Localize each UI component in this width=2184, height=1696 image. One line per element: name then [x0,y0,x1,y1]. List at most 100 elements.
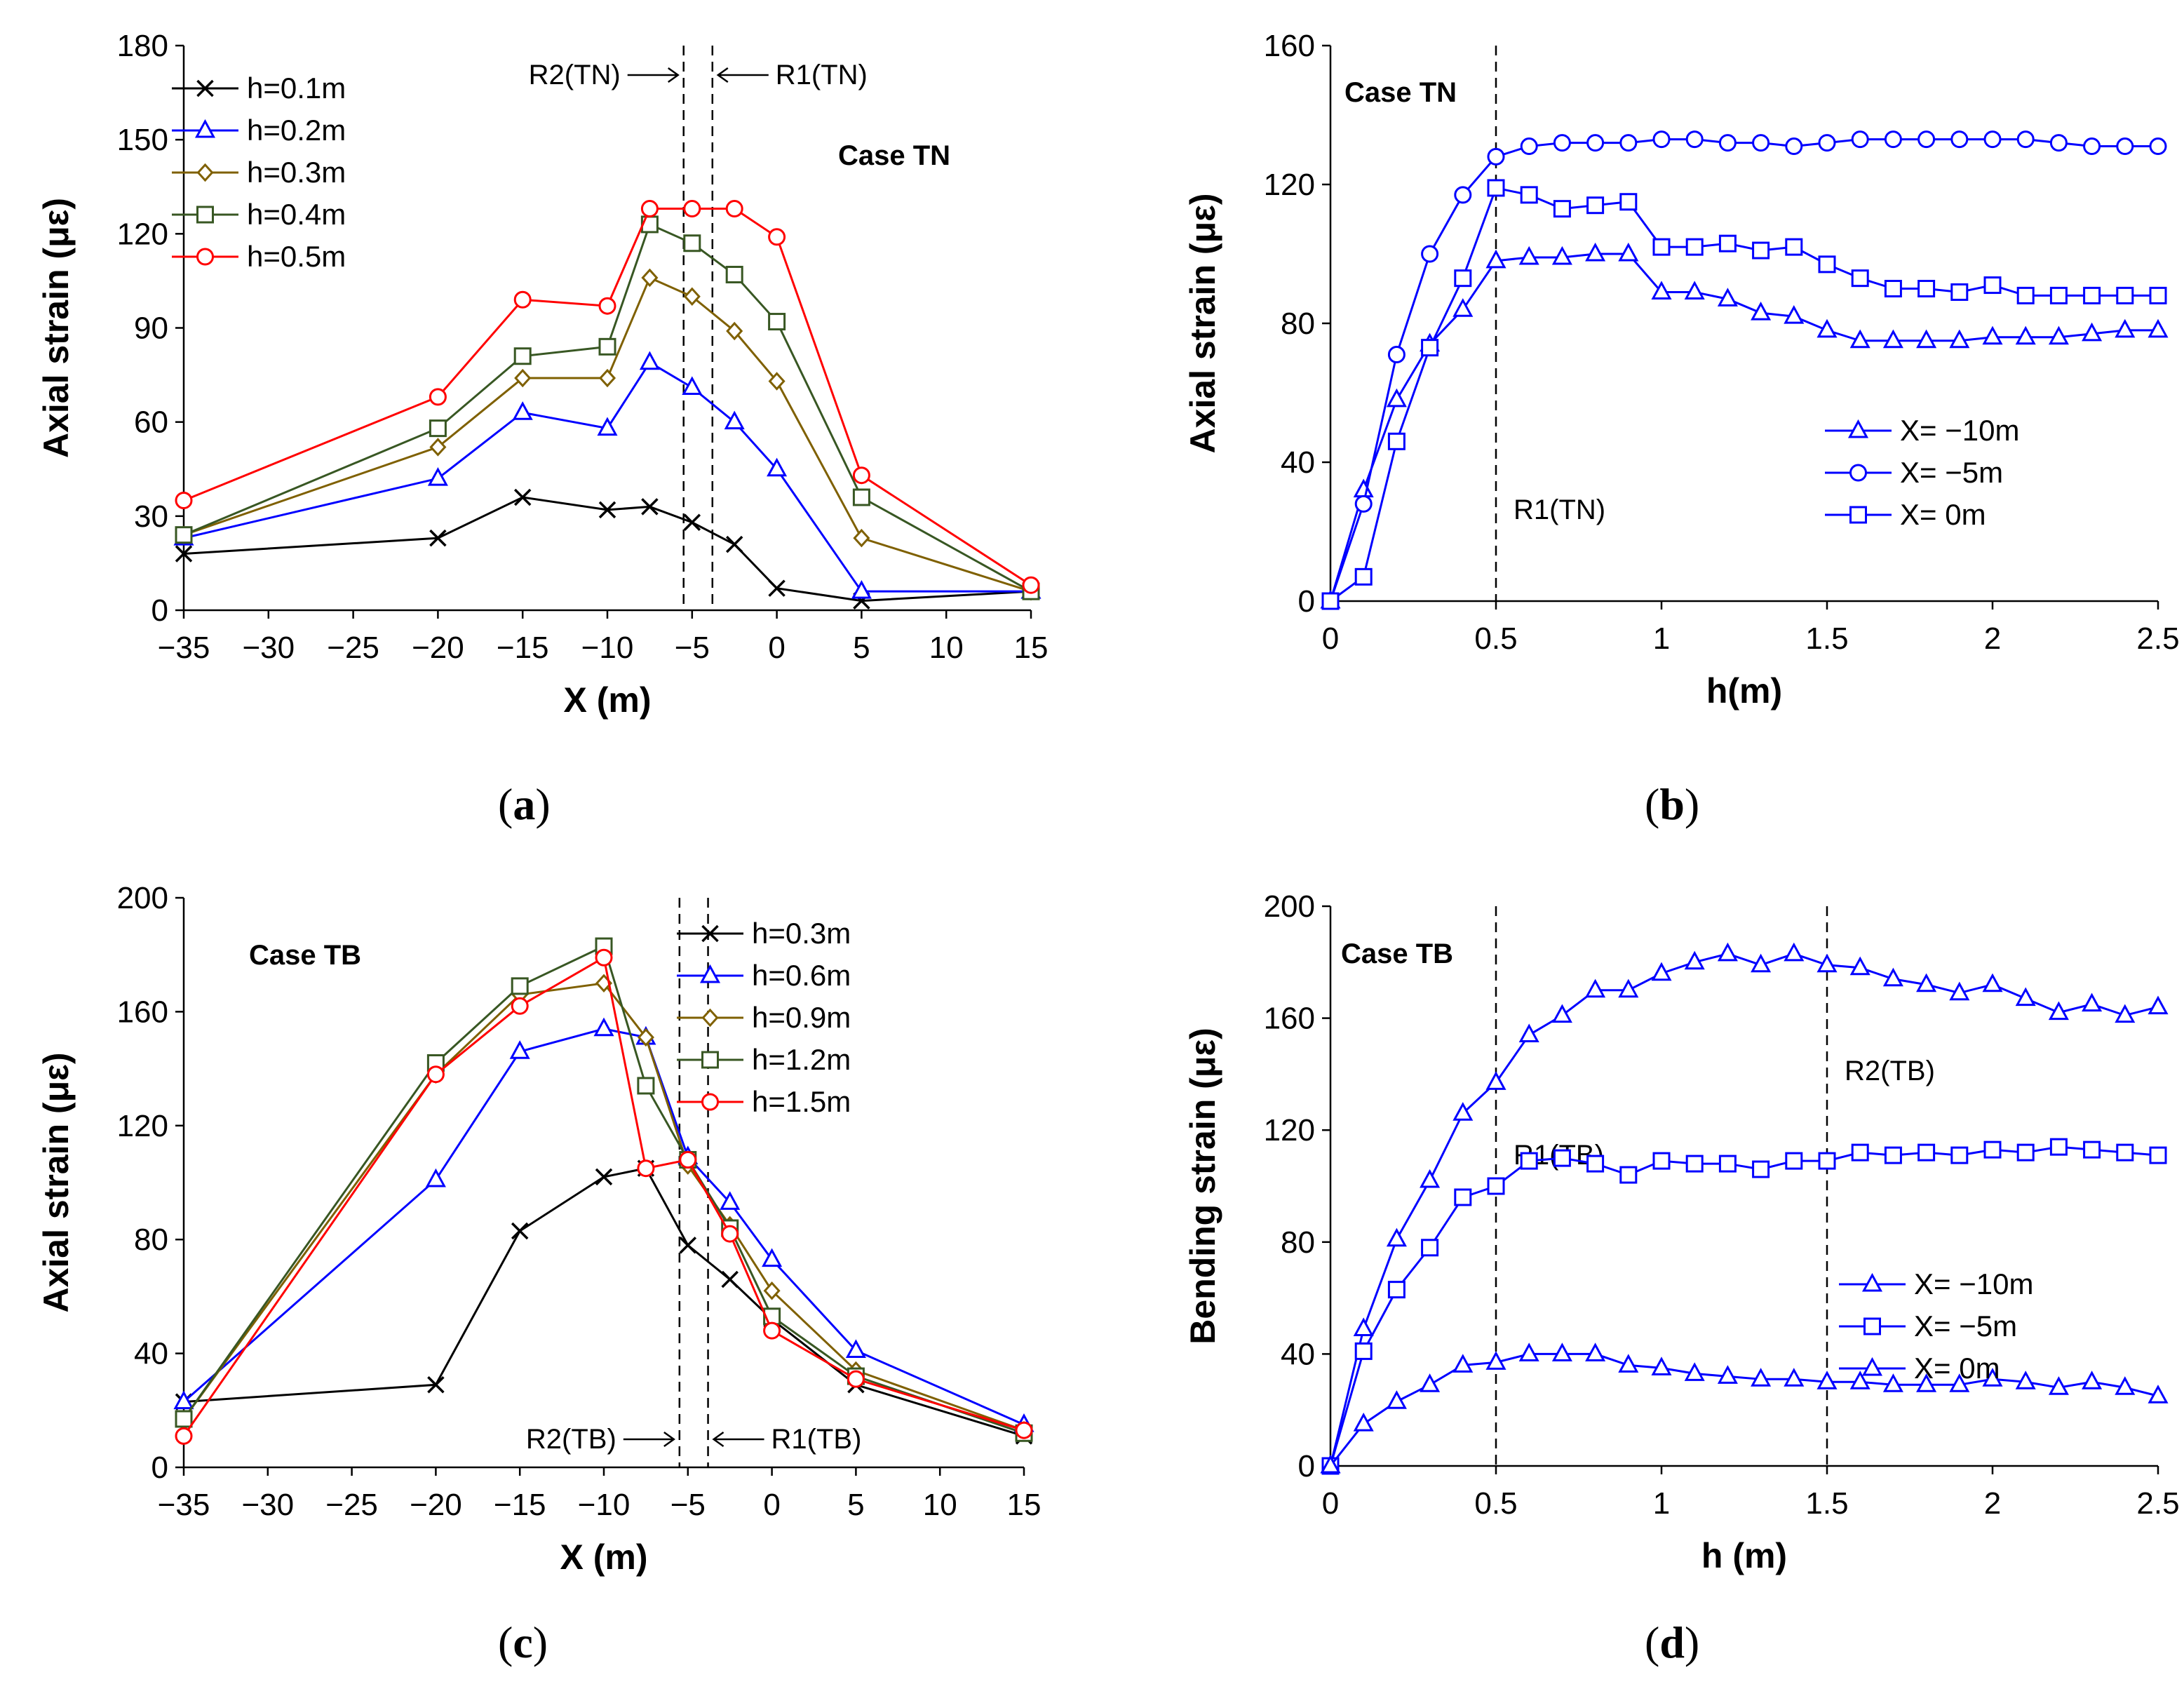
data-point [2082,322,2103,342]
data-point [1619,193,1638,211]
x-tick-label: −30 [241,1488,294,1522]
data-point [1884,280,1902,297]
data-point [1586,134,1605,152]
data-point [851,580,872,599]
data-point [1619,134,1638,152]
data-point [429,419,447,438]
arrow-right-icon [623,1431,675,1448]
legend-label: X= 0m [1900,498,1986,531]
y-axis-title: Bending strain (με) [1183,1028,1222,1345]
data-point [679,1237,697,1254]
data-point [1353,478,1374,498]
legend-marker [701,1093,719,1111]
data-point [173,1390,194,1410]
y-tick-label: 150 [117,123,168,157]
reference-line-label: R2(TB) [1845,1056,1935,1086]
x-tick-label: 0 [763,1488,780,1522]
data-point [845,1339,866,1359]
data-point [2116,1143,2134,1162]
reference-line-label: R2(TN) [529,60,621,90]
data-point [1784,1368,1805,1387]
x-tick-label: 1.5 [1805,1486,1848,1521]
data-point [1684,950,1705,970]
data-point [1684,1362,1705,1381]
data-point [1651,962,1672,981]
x-tick-label: 5 [853,631,870,665]
data-point [1949,1373,1970,1392]
data-point [1387,1281,1406,1299]
series-line [183,276,1032,593]
data-point [2048,1376,2069,1395]
data-point [2148,995,2169,1015]
data-point [720,1191,741,1210]
x-tick-label: −15 [497,631,549,665]
data-point [852,466,870,485]
data-point [762,1248,783,1267]
y-axis-title: Axial strain (με) [36,1052,76,1312]
data-point [1983,1140,2002,1159]
data-point [721,1270,739,1288]
data-point [2015,325,2036,345]
panel-label-d: (d) [1645,1617,1700,1667]
data-point [1818,255,1836,274]
y-tick-label: 160 [1264,1002,1315,1036]
data-point [1785,137,1803,156]
data-point [725,200,743,218]
data-point [637,1159,655,1178]
series-X-0m [1320,1342,2169,1474]
series-h-0.4m [175,215,1040,600]
data-point [1751,302,1772,321]
x-tick-label: −25 [327,631,379,665]
x-tick-label: 1 [1653,1486,1670,1521]
data-point [1751,1368,1772,1387]
data-point [2082,992,2103,1012]
legend-label: X= 0m [1914,1352,2000,1385]
data-point [1884,130,1902,149]
data-point [1354,494,1373,513]
legend-label: X= −5m [1900,456,2003,489]
data-point [1586,1155,1605,1173]
series-line [183,496,1032,603]
data-point [512,401,533,420]
x-tick-label: 2.5 [2136,1486,2179,1521]
data-point [598,501,616,519]
data-point [1685,238,1704,256]
y-tick-label: 90 [134,311,168,346]
data-point [1520,186,1538,204]
data-point [1916,973,1937,992]
data-point [641,268,659,288]
data-point [2115,1376,2136,1395]
data-point [852,488,870,506]
data-point [1751,953,1772,973]
y-tick-label: 40 [134,1337,168,1371]
data-point [1518,1023,1539,1043]
data-point [1785,1152,1803,1170]
data-point [1518,245,1539,265]
y-tick-label: 120 [1264,1113,1315,1148]
data-point [1982,973,2003,992]
series-line [1330,187,2158,603]
x-tick-label: −10 [578,1488,631,1522]
y-tick-label: 120 [1264,168,1315,202]
data-point [2115,1004,2136,1023]
series-h-0.6m [173,1017,1034,1432]
data-point [513,488,532,506]
series-h-0.3m [175,1159,1033,1445]
x-tick-label: 15 [1014,631,1049,665]
y-tick-label: 80 [1281,1225,1315,1260]
series-line [183,1167,1025,1437]
x-tick-label: −20 [410,1488,462,1522]
y-axis-title: Axial strain (με) [1183,193,1222,453]
data-point [1882,1373,1903,1392]
data-point [639,351,660,370]
y-tick-label: 160 [117,995,168,1029]
case-label: Case TB [1341,938,1453,969]
data-point [1485,249,1506,269]
series-line [183,222,1032,593]
data-point [1454,269,1472,288]
data-point [637,1028,654,1047]
legend-label: h=0.3m [247,156,346,189]
data-point [853,528,870,548]
x-tick-label: −15 [494,1488,546,1522]
x-tick-label: −30 [242,631,295,665]
